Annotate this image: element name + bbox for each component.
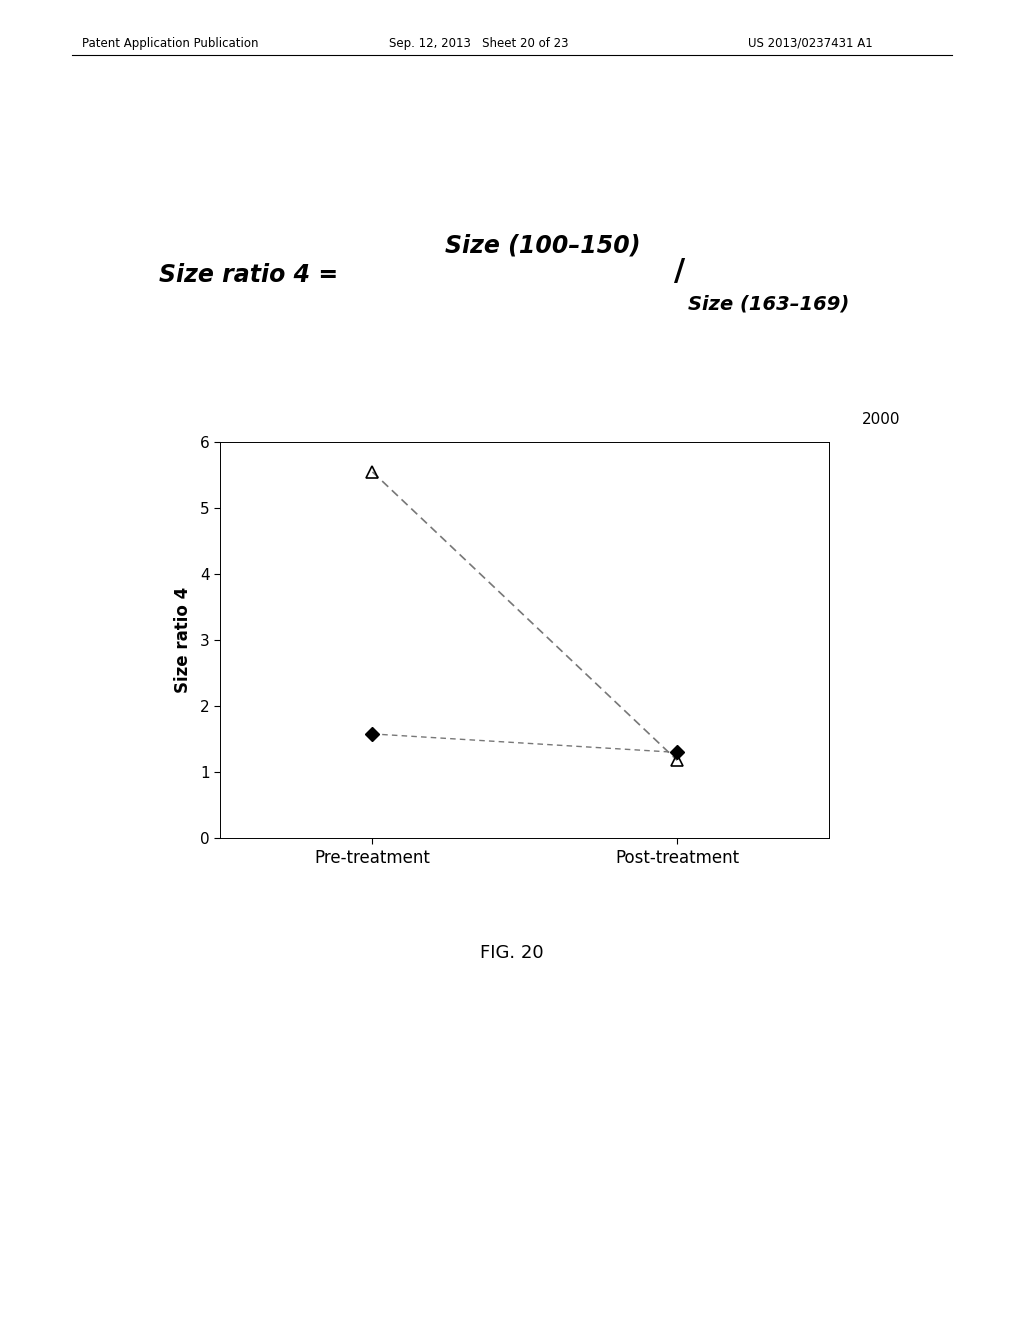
Text: Patent Application Publication: Patent Application Publication [82,37,258,50]
Y-axis label: Size ratio 4: Size ratio 4 [174,587,191,693]
Text: Size (100–150): Size (100–150) [445,234,641,257]
Text: FIG. 20: FIG. 20 [480,944,544,962]
Text: 2000: 2000 [862,412,901,426]
Text: Sep. 12, 2013   Sheet 20 of 23: Sep. 12, 2013 Sheet 20 of 23 [389,37,568,50]
Text: Size ratio 4 =: Size ratio 4 = [159,263,346,286]
Text: /: / [674,257,685,286]
Text: Size (163–169): Size (163–169) [688,294,849,313]
Text: US 2013/0237431 A1: US 2013/0237431 A1 [748,37,872,50]
